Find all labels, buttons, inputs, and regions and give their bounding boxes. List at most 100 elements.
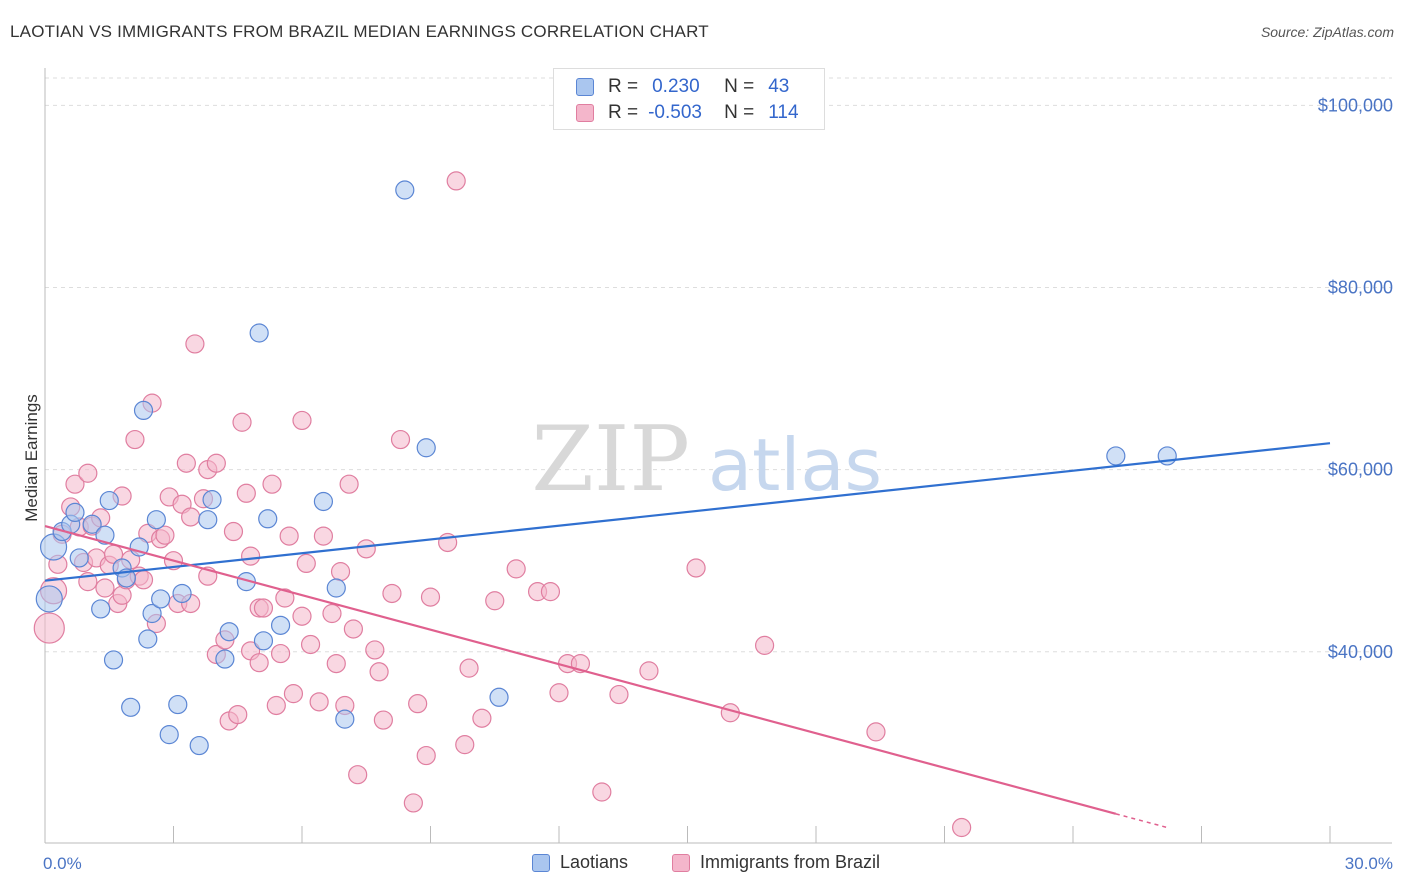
- legend-r-label: R =: [608, 102, 639, 123]
- laotian-point: [91, 599, 111, 619]
- laotian-point: [138, 629, 158, 649]
- brazil-point: [459, 658, 479, 678]
- laotian-point: [35, 585, 63, 613]
- brazil-point: [390, 429, 411, 450]
- axes: [44, 68, 1392, 844]
- legend-swatch-blue: [576, 78, 594, 96]
- watermark: ZIP atlas: [531, 407, 882, 512]
- laotian-point: [258, 509, 278, 529]
- laotian-point: [335, 709, 355, 729]
- brazil-point: [236, 483, 256, 503]
- brazil-point: [283, 684, 304, 704]
- laotian-point: [142, 603, 162, 624]
- brazil-point: [275, 588, 295, 608]
- laotian-point: [313, 491, 334, 512]
- legend-n-label: N =: [724, 102, 755, 123]
- laotian-point: [168, 694, 188, 715]
- laotian-point: [95, 525, 115, 545]
- legend-r-label: R =: [608, 76, 639, 97]
- gridlines: [45, 77, 1392, 653]
- y-tick-label: $60,000: [1328, 460, 1393, 480]
- watermark-atlas: atlas: [708, 423, 882, 507]
- brazil-point: [249, 653, 269, 673]
- brazil-point: [279, 526, 299, 546]
- series-laotians: [35, 180, 1177, 756]
- brazil-point: [356, 539, 376, 559]
- laotian-point: [202, 490, 222, 510]
- brazil-point: [270, 643, 291, 664]
- legend-item-brazil[interactable]: Immigrants from Brazil: [672, 852, 880, 873]
- brazil-point: [446, 171, 466, 191]
- legend-row-brazil: R = -0.503 N = 114: [576, 101, 799, 125]
- brazil-point: [639, 661, 659, 681]
- brazil-trend-extension: [1115, 813, 1168, 829]
- laotian-point: [215, 649, 235, 669]
- brazil-point: [348, 765, 368, 785]
- y-tick-label: $100,000: [1318, 95, 1393, 115]
- brazil-point: [339, 474, 359, 494]
- x-tick-label-min: 0.0%: [43, 854, 82, 873]
- brazil-point: [133, 570, 154, 590]
- brazil-point: [506, 559, 526, 579]
- legend-r-value: 0.230: [652, 76, 700, 97]
- brazil-trend-line: [44, 525, 1117, 815]
- legend-n-label: N =: [724, 76, 755, 97]
- legend-label-laotians: Laotians: [560, 852, 629, 872]
- brazil-point: [365, 640, 385, 660]
- brazil-point: [253, 598, 274, 618]
- legend-r-value: -0.503: [648, 102, 702, 123]
- watermark-zip: ZIP: [531, 407, 690, 512]
- brazil-point: [373, 710, 393, 730]
- laotian-point: [189, 735, 209, 756]
- brazil-point: [206, 453, 226, 473]
- brazil-point: [266, 695, 286, 716]
- brazil-point: [33, 612, 65, 644]
- brazil-point: [262, 474, 282, 494]
- legend-label-brazil: Immigrants from Brazil: [700, 852, 881, 872]
- laotian-point: [270, 615, 291, 635]
- legend-swatch-pink: [576, 104, 594, 122]
- brazil-point: [322, 603, 342, 624]
- laotian-point: [65, 502, 85, 523]
- legend-item-laotians[interactable]: Laotians: [532, 852, 628, 873]
- brazil-point: [330, 562, 351, 582]
- brazil-point: [952, 817, 972, 838]
- laotian-point: [253, 631, 274, 651]
- laotian-point: [395, 180, 415, 200]
- brazil-point: [455, 735, 475, 755]
- laotian-point: [219, 622, 239, 642]
- laotian-point: [416, 438, 436, 458]
- brazil-point: [866, 722, 886, 742]
- laotian-point: [146, 510, 166, 530]
- laotian-point: [1106, 446, 1126, 466]
- brazil-point: [292, 410, 312, 431]
- brazil-point: [326, 653, 346, 674]
- series-immigrants-from-brazil: [33, 171, 972, 838]
- brazil-point: [232, 412, 252, 432]
- brazil-point: [420, 587, 441, 607]
- legend-n-value: 114: [768, 102, 799, 123]
- trend-lines: [44, 442, 1331, 829]
- legend-swatch-pink: [672, 853, 690, 872]
- brazil-point: [313, 526, 334, 546]
- laotian-point: [489, 687, 509, 707]
- correlation-legend: R = 0.230 N = 43 R = -0.503 N = 114: [553, 68, 825, 130]
- legend-swatch-blue: [532, 853, 550, 872]
- x-tick-label-max: 30.0%: [1345, 854, 1393, 873]
- y-tick-label: $40,000: [1328, 642, 1393, 662]
- brazil-point: [78, 463, 98, 483]
- brazil-point: [754, 635, 775, 655]
- laotian-point: [326, 578, 346, 598]
- laotian-point: [103, 650, 124, 670]
- laotian-point: [198, 510, 218, 530]
- brazil-point: [223, 521, 244, 542]
- laotian-trend-line: [44, 442, 1331, 582]
- tick-labels: $40,000 $60,000 $80,000 $100,000 0.0% 30.0%: [43, 95, 1393, 873]
- brazil-point: [609, 684, 629, 705]
- brazil-point: [369, 662, 389, 682]
- laotian-point: [99, 490, 119, 511]
- brazil-point: [686, 558, 706, 578]
- brazil-point: [549, 683, 569, 703]
- brazil-point: [382, 583, 402, 604]
